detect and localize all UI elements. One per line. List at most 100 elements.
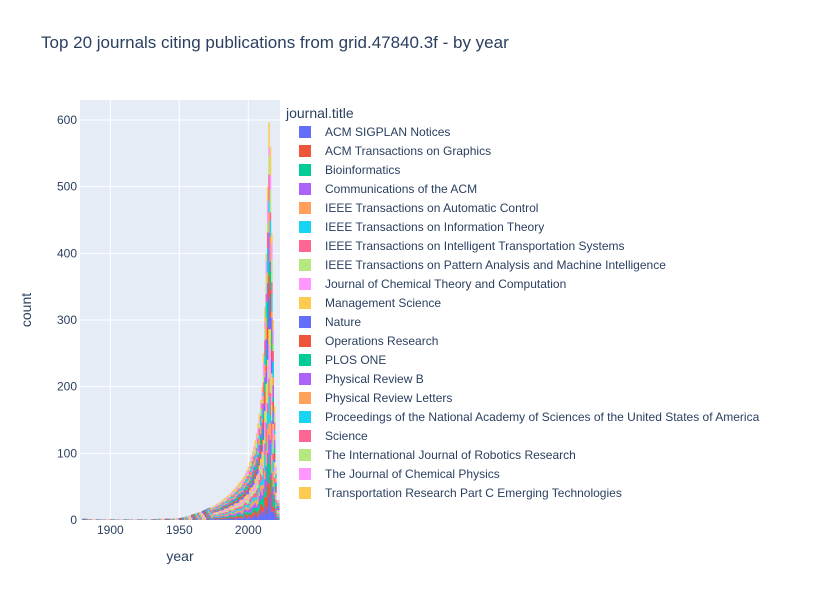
legend-swatch[interactable] bbox=[299, 392, 311, 404]
legend-swatch[interactable] bbox=[299, 373, 311, 385]
bar-segment bbox=[214, 505, 217, 507]
legend-swatch[interactable] bbox=[299, 430, 311, 442]
bar-segment bbox=[243, 509, 246, 513]
legend-item-label[interactable]: Management Science bbox=[325, 296, 441, 310]
legend-swatch[interactable] bbox=[299, 183, 311, 195]
bar-segment bbox=[94, 519, 97, 520]
bar-segment bbox=[111, 519, 113, 520]
legend-item-label[interactable]: Bioinformatics bbox=[325, 163, 400, 177]
bar-segment bbox=[239, 505, 241, 507]
bar-segment bbox=[228, 518, 230, 520]
bar-segment bbox=[246, 470, 248, 473]
bar-segment bbox=[217, 516, 219, 518]
bar-segment bbox=[243, 478, 246, 480]
bar-segment bbox=[220, 504, 222, 506]
legend-item-label[interactable]: Journal of Chemical Theory and Computati… bbox=[325, 277, 566, 291]
legend-swatch[interactable] bbox=[299, 278, 311, 290]
legend-item-label[interactable]: Physical Review B bbox=[325, 372, 424, 386]
bar-segment bbox=[246, 475, 248, 477]
legend-item-label[interactable]: Transportation Research Part C Emerging … bbox=[325, 486, 622, 500]
bar-segment bbox=[273, 406, 276, 414]
bar-segment bbox=[239, 509, 241, 511]
bar-segment bbox=[244, 483, 247, 487]
legend-swatch[interactable] bbox=[299, 126, 311, 138]
bar-segment bbox=[240, 514, 243, 517]
legend-item-label[interactable]: Science bbox=[325, 429, 368, 443]
bar-segment bbox=[269, 378, 272, 393]
bar-segment bbox=[224, 505, 226, 507]
bar-segment bbox=[215, 511, 218, 514]
legend-item-label[interactable]: ACM SIGPLAN Notices bbox=[325, 125, 450, 139]
bar-segment bbox=[254, 454, 257, 456]
legend-swatch[interactable] bbox=[299, 259, 311, 271]
plot-background bbox=[80, 100, 280, 520]
bar-segment bbox=[258, 428, 261, 436]
bar-segment bbox=[233, 493, 236, 496]
legend-item-label[interactable]: PLOS ONE bbox=[325, 353, 386, 367]
legend-swatch[interactable] bbox=[299, 221, 311, 233]
bar-segment bbox=[253, 484, 255, 488]
bar-segment bbox=[265, 466, 268, 488]
bar-segment bbox=[203, 515, 206, 518]
bar-segment bbox=[265, 365, 268, 372]
legend-swatch[interactable] bbox=[299, 145, 311, 157]
bar-segment bbox=[265, 409, 268, 423]
legend-swatch[interactable] bbox=[299, 164, 311, 176]
bar-segment bbox=[243, 503, 246, 506]
legend-item-label[interactable]: IEEE Transactions on Information Theory bbox=[325, 220, 544, 234]
legend-item-label[interactable]: IEEE Transactions on Pattern Analysis an… bbox=[325, 258, 666, 272]
legend-item-label[interactable]: ACM Transactions on Graphics bbox=[325, 144, 491, 158]
bar-segment bbox=[225, 503, 228, 505]
legend-swatch[interactable] bbox=[299, 335, 311, 347]
bar-segment bbox=[277, 510, 280, 512]
legend-swatch[interactable] bbox=[299, 449, 311, 461]
bar-segment bbox=[237, 483, 240, 486]
bar-segment bbox=[271, 479, 273, 493]
bar-segment bbox=[255, 517, 258, 520]
legend-swatch[interactable] bbox=[299, 316, 311, 328]
bar-segment bbox=[202, 515, 204, 518]
bar-segment bbox=[275, 492, 277, 496]
bar-segment bbox=[269, 175, 272, 190]
bar-segment bbox=[253, 497, 255, 503]
legend-swatch[interactable] bbox=[299, 240, 311, 252]
legend-item-label[interactable]: Proceedings of the National Academy of S… bbox=[325, 410, 760, 424]
bar-segment bbox=[277, 511, 280, 513]
legend-item-label[interactable]: The International Journal of Robotics Re… bbox=[325, 448, 576, 462]
legend-item-label[interactable]: Nature bbox=[325, 315, 361, 329]
bar-segment bbox=[217, 504, 219, 506]
bar-segment bbox=[218, 507, 221, 509]
legend-item-label[interactable]: Physical Review Letters bbox=[325, 391, 452, 405]
bar-segment bbox=[226, 502, 229, 504]
bar-segment bbox=[264, 455, 266, 472]
bar-segment bbox=[253, 504, 255, 508]
legend-item-label[interactable]: Operations Research bbox=[325, 334, 438, 348]
bar-segment bbox=[228, 517, 230, 519]
bar-segment bbox=[244, 506, 247, 509]
legend-item-label[interactable]: IEEE Transactions on Automatic Control bbox=[325, 201, 538, 215]
bar-segment bbox=[269, 271, 272, 291]
bar-segment bbox=[275, 507, 277, 512]
bar-segment bbox=[239, 491, 241, 494]
y-ticks: 0 100 200 300 400 500 600 bbox=[57, 113, 77, 527]
legend-swatch[interactable] bbox=[299, 468, 311, 480]
bar-segment bbox=[265, 274, 268, 294]
legend-item-label[interactable]: Communications of the ACM bbox=[325, 182, 477, 196]
bar-segment bbox=[272, 429, 274, 440]
bar-segment bbox=[220, 514, 222, 516]
bar-segment bbox=[246, 518, 248, 520]
legend-swatch[interactable] bbox=[299, 297, 311, 309]
legend-item-label[interactable]: The Journal of Chemical Physics bbox=[325, 467, 500, 481]
legend-swatch[interactable] bbox=[299, 202, 311, 214]
legend-swatch[interactable] bbox=[299, 487, 311, 499]
bar-segment bbox=[222, 515, 225, 517]
bar-segment bbox=[233, 513, 236, 516]
bar-segment bbox=[268, 344, 270, 370]
bar-segment bbox=[237, 497, 240, 500]
legend-swatch[interactable] bbox=[299, 354, 311, 366]
bar-segment bbox=[266, 339, 269, 360]
legend-swatch[interactable] bbox=[299, 411, 311, 423]
legend-item-label[interactable]: IEEE Transactions on Intelligent Transpo… bbox=[325, 239, 624, 253]
bar-segment bbox=[275, 511, 277, 513]
bar-segment bbox=[273, 466, 276, 475]
